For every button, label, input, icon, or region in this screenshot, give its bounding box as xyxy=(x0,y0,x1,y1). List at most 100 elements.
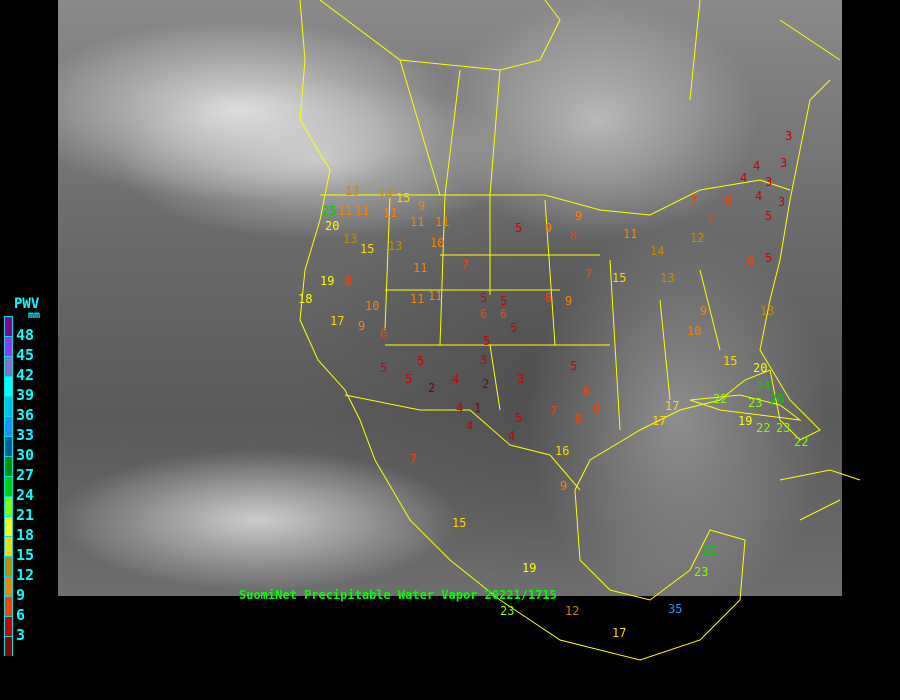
station-pwv-value: 3 xyxy=(778,195,786,209)
legend-swatch xyxy=(4,396,13,416)
station-pwv-value: 15 xyxy=(360,242,375,256)
station-pwv-value: 20 xyxy=(325,219,340,233)
station-pwv-value: 22 xyxy=(713,392,728,406)
legend-tick: 9 xyxy=(16,586,26,604)
station-pwv-value: 10 xyxy=(365,299,380,313)
station-pwv-value: 7 xyxy=(462,258,470,272)
station-pwv-value: 13 xyxy=(760,304,775,318)
station-pwv-value: 17 xyxy=(652,414,667,428)
station-pwv-value: 3 xyxy=(765,175,773,189)
station-pwv-value: 26 xyxy=(770,392,785,406)
station-pwv-value: 14 xyxy=(650,244,665,258)
legend-tick: 39 xyxy=(16,386,35,404)
station-pwv-value: 13 xyxy=(388,239,403,253)
station-pwv-value: 6 xyxy=(747,254,755,268)
station-pwv-value: 14 xyxy=(378,187,393,201)
legend-tick: 15 xyxy=(16,546,35,564)
legend-swatch xyxy=(4,456,13,476)
station-pwv-value: 12 xyxy=(690,231,705,245)
station-pwv-value: 5 xyxy=(380,361,388,375)
legend-tick: 33 xyxy=(16,426,35,444)
us-canada-border xyxy=(320,179,791,216)
station-pwv-value: 5 xyxy=(510,321,518,335)
station-pwv-value: 11 xyxy=(428,289,443,303)
station-pwv-value: 3 xyxy=(517,372,525,386)
station-pwv-value: 23 xyxy=(500,604,515,618)
station-pwv-value: 4 xyxy=(466,419,474,433)
station-pwv-value: 19 xyxy=(320,274,335,288)
station-pwv-value: 9 xyxy=(700,304,708,318)
station-pwv-value: 6 xyxy=(593,402,601,416)
map-caption: SuomiNet Precipitable Water Vapor 20221/… xyxy=(239,588,557,602)
state-lines xyxy=(384,59,721,431)
station-pwv-value: 11 xyxy=(355,204,370,218)
station-pwv-value: 22 xyxy=(756,421,771,435)
station-pwv-value: 9 xyxy=(560,479,568,493)
legend-tick: 48 xyxy=(16,326,35,344)
station-pwv-value: 5 xyxy=(570,359,578,373)
station-pwv-value: 35 xyxy=(668,602,683,616)
station-pwv-value: 17 xyxy=(665,399,680,413)
legend-tick: 42 xyxy=(16,366,35,384)
station-pwv-value: 2 xyxy=(482,377,490,391)
station-pwv-value: 7 xyxy=(585,267,593,281)
station-pwv-value: 13 xyxy=(660,271,675,285)
station-pwv-value: 19 xyxy=(738,414,753,428)
station-pwv-value: 9 xyxy=(575,209,583,223)
station-pwv-value: 3 xyxy=(785,129,793,143)
us-mexico-border xyxy=(344,394,581,491)
station-pwv-value: 8 xyxy=(345,274,353,288)
station-pwv-value: 7 xyxy=(410,452,418,466)
legend-tick: 45 xyxy=(16,346,35,364)
station-pwv-value: 4 xyxy=(508,429,516,443)
station-pwv-value: 17 xyxy=(330,314,345,328)
legend-tick: 6 xyxy=(16,606,26,624)
station-pwv-value: 7 xyxy=(707,211,715,225)
station-pwv-value: 15 xyxy=(723,354,738,368)
station-pwv-value: 5 xyxy=(765,209,773,223)
station-pwv-value: 10 xyxy=(430,236,445,250)
station-pwv-value: 9 xyxy=(545,221,553,235)
station-pwv-value: 9 xyxy=(565,294,573,308)
station-pwv-value: 6 xyxy=(583,384,591,398)
station-pwv-value: 6 xyxy=(380,326,388,340)
station-pwv-value: 8 xyxy=(575,412,583,426)
station-pwv-value: 16 xyxy=(555,444,570,458)
legend-swatch xyxy=(4,516,13,536)
station-pwv-value: 3 xyxy=(480,353,488,367)
station-pwv-value: 5 xyxy=(483,334,491,348)
legend-swatch xyxy=(4,496,13,516)
cuba xyxy=(689,394,802,421)
legend-swatch xyxy=(4,436,13,456)
station-pwv-value: 19 xyxy=(522,561,537,575)
station-pwv-value: 7 xyxy=(550,404,558,418)
station-pwv-value: 25 xyxy=(702,544,717,558)
legend-tick: 21 xyxy=(16,506,35,524)
station-pwv-value: 15 xyxy=(452,516,467,530)
station-pwv-value: 15 xyxy=(612,271,627,285)
legend-unit: mm xyxy=(28,310,41,321)
station-pwv-value: 24 xyxy=(756,379,771,393)
station-pwv-value: 4 xyxy=(456,401,464,415)
station-pwv-value: 11 xyxy=(413,261,428,275)
station-pwv-value: 4 xyxy=(740,171,748,185)
legend-tick: 12 xyxy=(16,566,35,584)
station-pwv-value: 1 xyxy=(474,401,482,415)
station-pwv-value: 11 xyxy=(410,215,425,229)
station-pwv-value: 20 xyxy=(753,361,768,375)
station-pwv-value: 6 xyxy=(725,194,733,208)
legend-tick: 18 xyxy=(16,526,35,544)
coastline-west xyxy=(299,0,831,661)
station-pwv-value: 23 xyxy=(694,565,709,579)
station-pwv-value: 5 xyxy=(417,354,425,368)
legend-swatch xyxy=(4,316,13,336)
station-pwv-value: 2 xyxy=(428,381,436,395)
station-pwv-value: 22 xyxy=(794,435,809,449)
station-pwv-value: 5 xyxy=(765,251,773,265)
station-pwv-value: 12 xyxy=(565,604,580,618)
station-pwv-value: 9 xyxy=(358,319,366,333)
station-pwv-value: 3 xyxy=(780,156,788,170)
legend-tick: 27 xyxy=(16,466,35,484)
station-pwv-value: 23 xyxy=(748,396,763,410)
legend-swatch xyxy=(4,636,13,656)
